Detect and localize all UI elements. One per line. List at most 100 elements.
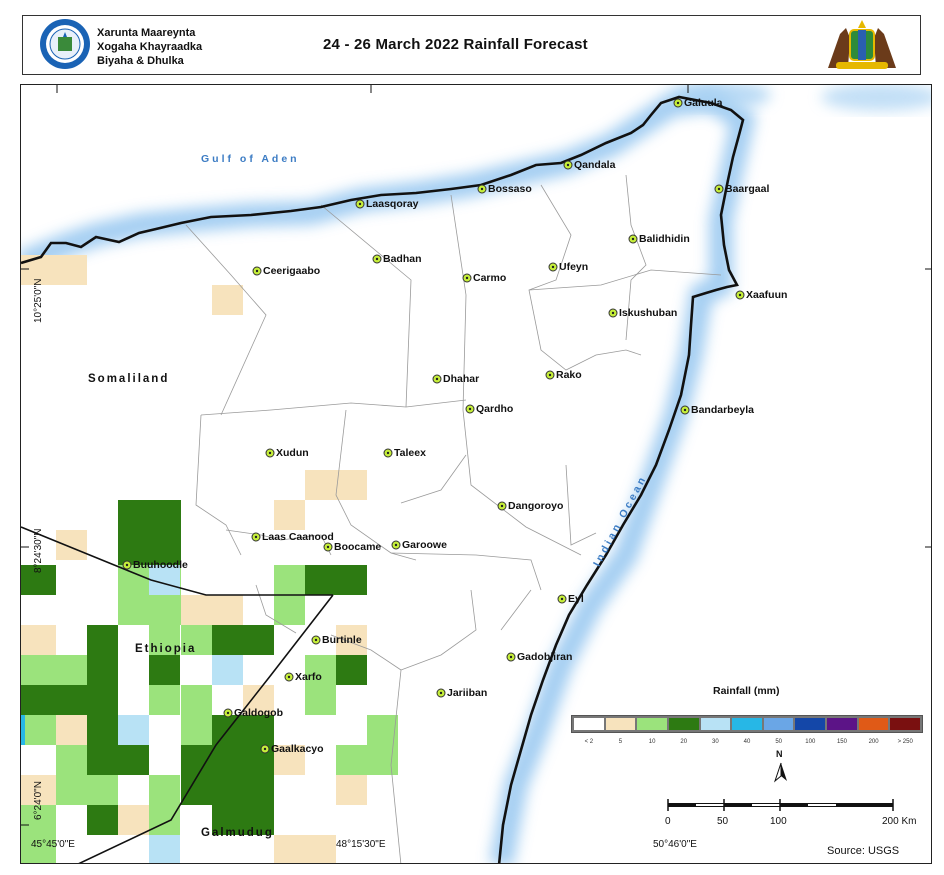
legend-swatch-5 bbox=[732, 718, 762, 730]
legend-label-3: 20 bbox=[680, 739, 688, 745]
water-label-gulf-of-aden: Gulf of Aden bbox=[201, 153, 300, 165]
place-dot-garoowe bbox=[391, 540, 401, 550]
place-dot-baargaal bbox=[714, 184, 724, 194]
scale-tick-0: 0 bbox=[665, 816, 671, 827]
legend-swatch-8 bbox=[827, 718, 857, 730]
place-label-garoowe: Garoowe bbox=[402, 539, 447, 551]
place-dot-badhan bbox=[372, 254, 382, 264]
map-frame: Gulf of Aden Indian Ocean Somaliland Eth… bbox=[20, 84, 932, 864]
place-dot-laas-caanood bbox=[251, 532, 261, 542]
place-label-badhan: Badhan bbox=[383, 253, 422, 265]
place-label-boocame: Boocame bbox=[334, 541, 382, 553]
map-canvas bbox=[21, 85, 931, 863]
legend-swatch-9 bbox=[858, 718, 889, 730]
legend-color-bar bbox=[571, 715, 923, 733]
place-label-ceerigaabo: Ceerigaabo bbox=[263, 265, 321, 277]
map-header: Xarunta Maareynta Xogaha Khayraadka Biya… bbox=[22, 15, 921, 75]
region-label-galmudug: Galmudug bbox=[201, 827, 274, 839]
place-dot-bossaso bbox=[477, 184, 487, 194]
place-label-taleex: Taleex bbox=[394, 447, 426, 459]
legend-title: Rainfall (mm) bbox=[713, 685, 780, 697]
lat-label-top: 10°25'0"N bbox=[33, 278, 44, 324]
place-label-baargaal: Baargaal bbox=[725, 183, 770, 195]
place-label-ufeyn: Ufeyn bbox=[559, 261, 589, 273]
place-label-xaafuun: Xaafuun bbox=[746, 289, 788, 301]
lon-label-mid: 48°15'30"E bbox=[336, 839, 386, 850]
north-label: N bbox=[776, 749, 783, 759]
legend-label-7: 100 bbox=[805, 739, 816, 745]
source-credit: Source: USGS bbox=[827, 845, 900, 857]
place-dot-qardho bbox=[465, 404, 475, 414]
scale-tick-200: 200 Km bbox=[882, 816, 916, 827]
place-dot-jariiban bbox=[436, 688, 446, 698]
place-dot-xudun bbox=[265, 448, 275, 458]
place-dot-ceerigaabo bbox=[252, 266, 262, 276]
place-label-gaalkacyo: Gaalkacyo bbox=[271, 743, 324, 755]
place-dot-dhahar bbox=[432, 374, 442, 384]
place-label-bandarbeyla: Bandarbeyla bbox=[691, 404, 755, 416]
place-dot-gaalkacyo bbox=[260, 744, 270, 754]
place-label-carmo: Carmo bbox=[473, 272, 507, 284]
map-title: 24 - 26 March 2022 Rainfall Forecast bbox=[323, 36, 588, 53]
place-dot-balidhidin bbox=[628, 234, 638, 244]
place-dot-rako bbox=[545, 370, 555, 380]
legend-label-9: 200 bbox=[868, 739, 879, 745]
place-label-galuula: Galuula bbox=[684, 97, 723, 109]
legend-swatch-0 bbox=[574, 718, 604, 730]
place-dot-taleex bbox=[383, 448, 393, 458]
legend-swatch-1 bbox=[605, 718, 636, 730]
place-dot-bandarbeyla bbox=[680, 405, 690, 415]
place-label-laasqoray: Laasqoray bbox=[366, 198, 419, 210]
region-label-somaliland: Somaliland bbox=[88, 373, 170, 385]
legend-label-1: 5 bbox=[618, 739, 623, 745]
place-dot-buuhoodle bbox=[122, 560, 132, 570]
scale-tick-50: 50 bbox=[717, 816, 729, 827]
graticule-ticks bbox=[21, 85, 931, 826]
legend-swatch-10 bbox=[890, 718, 921, 730]
place-label-bossaso: Bossaso bbox=[488, 183, 532, 195]
coat-of-arms-icon bbox=[828, 20, 896, 69]
legend-swatch-3 bbox=[668, 718, 699, 730]
legend-labels: < 2 5 10 20 30 40 50 100 150 200 > 250 bbox=[573, 739, 921, 745]
scale-tick-200-value: 200 bbox=[882, 816, 899, 827]
north-arrow-icon bbox=[773, 762, 787, 783]
place-label-jariiban: Jariiban bbox=[447, 687, 488, 699]
legend-label-8: 150 bbox=[836, 739, 847, 745]
scale-tick-100: 100 bbox=[770, 816, 787, 827]
place-label-eyl: Eyl bbox=[568, 593, 584, 605]
admin-borders bbox=[21, 526, 334, 863]
org-name: Xarunta Maareynta Xogaha Khayraadka Biya… bbox=[97, 26, 202, 68]
place-dot-carmo bbox=[462, 273, 472, 283]
place-label-galdogob: Galdogob bbox=[234, 707, 283, 719]
place-dot-xarfo bbox=[284, 672, 294, 682]
place-dot-xaafuun bbox=[735, 290, 745, 300]
place-dot-galdogob bbox=[223, 708, 233, 718]
region-label-ethiopia: Ethiopia bbox=[135, 643, 197, 655]
place-dot-gadobjiran bbox=[506, 652, 516, 662]
place-dot-qandala bbox=[563, 160, 573, 170]
place-dot-burtinle bbox=[311, 635, 321, 645]
place-label-dhahar: Dhahar bbox=[443, 373, 480, 385]
place-dot-laasqoray bbox=[355, 199, 365, 209]
coastline bbox=[21, 95, 745, 863]
place-dot-eyl bbox=[557, 594, 567, 604]
place-label-dangoroyo: Dangoroyo bbox=[508, 500, 564, 512]
place-label-gadobjiran: Gadobjiran bbox=[517, 651, 573, 663]
legend-label-10: > 250 bbox=[897, 739, 913, 745]
org-line-2: Xogaha Khayraadka bbox=[97, 41, 203, 53]
place-label-laas-caanood: Laas Caanood bbox=[262, 531, 334, 543]
place-label-iskushuban: Iskushuban bbox=[619, 307, 678, 319]
legend-swatch-6 bbox=[763, 718, 794, 730]
place-label-balidhidin: Balidhidin bbox=[639, 233, 690, 245]
place-markers bbox=[122, 98, 745, 754]
scale-unit: Km bbox=[901, 816, 917, 827]
place-label-rako: Rako bbox=[556, 369, 582, 381]
legend-label-0: < 2 bbox=[584, 739, 594, 745]
lon-label-left: 45°45'0"E bbox=[31, 839, 75, 850]
place-dot-ufeyn bbox=[548, 262, 558, 272]
rainfall-grid bbox=[21, 255, 398, 863]
place-label-xarfo: Xarfo bbox=[295, 671, 322, 683]
place-label-burtinle: Burtinle bbox=[322, 634, 362, 646]
lat-label-bottom: 6°24'0"N bbox=[33, 781, 44, 820]
org-line-3: Biyaha & Dhulka bbox=[97, 55, 184, 67]
